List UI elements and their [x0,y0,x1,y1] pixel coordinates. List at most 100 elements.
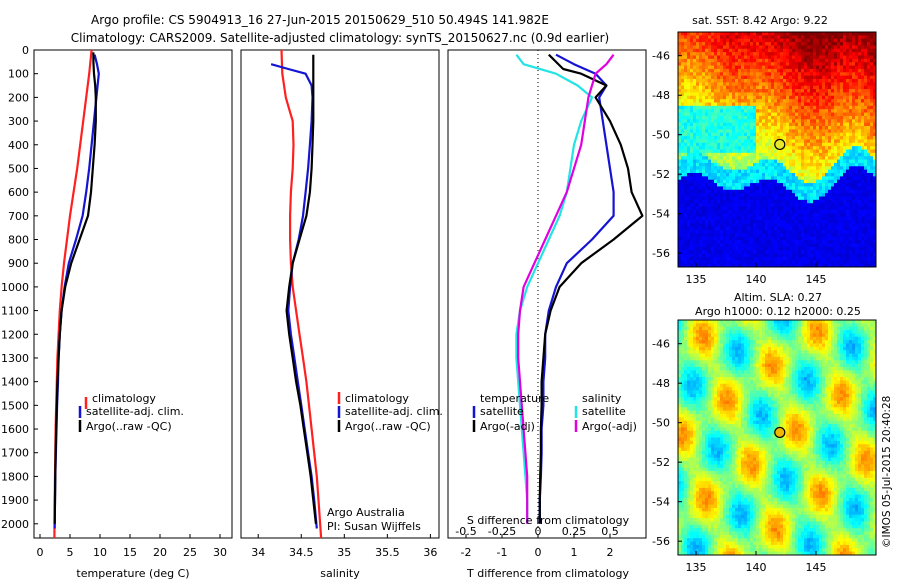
heatmap-cell [837,55,841,60]
heatmap-cell [804,105,808,110]
heatmap-cell [849,112,853,117]
heatmap-cell [819,109,823,113]
heatmap-cell [753,206,757,211]
heatmap-cell [831,226,835,231]
heatmap-cell [720,173,724,177]
heatmap-cell [774,58,778,63]
heatmap-cell [858,169,862,174]
heatmap-cell [759,132,763,137]
heatmap-cell [798,196,802,201]
difference-x-axis: -2 -1 0 1 2 [461,534,614,559]
heatmap-cell [708,149,712,154]
heatmap-cell [717,189,721,194]
heatmap-cell [810,236,814,241]
heatmap-cell [855,193,859,197]
heatmap-cell [681,42,685,46]
heatmap-cell [723,72,727,77]
heatmap-cell [678,129,682,134]
heatmap-cell [765,115,769,120]
heatmap-cell [753,105,757,110]
heatmap-cell [681,142,685,147]
heatmap-cell [720,326,724,331]
heatmap-cell [768,32,772,36]
heatmap-cell [870,48,874,53]
heatmap-cell [837,115,841,120]
heatmap-cell [831,45,835,50]
heatmap-cell [873,199,876,204]
heatmap-cell [837,196,841,201]
heatmap-cell [759,89,763,93]
heatmap-cell [825,203,829,207]
heatmap-cell [819,42,823,46]
heatmap-cell [807,72,811,77]
heatmap-cell [867,109,871,113]
heatmap-cell [780,82,784,87]
heatmap-cell [801,75,805,80]
heatmap-cell [684,260,688,265]
heatmap-cell [873,213,876,218]
depth-tick-label: 600 [8,186,29,199]
heatmap-cell [711,55,715,60]
heatmap-cell [747,38,751,43]
heatmap-cell [858,206,862,211]
heatmap-cell [762,323,766,328]
heatmap-cell [690,186,694,191]
heatmap-cell [759,162,763,167]
heatmap-cell [786,65,790,70]
heatmap-cell [687,136,691,140]
heatmap-cell [771,209,775,214]
heatmap-cell [708,189,712,194]
heatmap-cell [699,216,703,221]
heatmap-cell [726,203,730,207]
heatmap-cell [702,263,706,267]
heatmap-cell [858,75,862,80]
heatmap-cell [813,196,817,201]
heatmap-cell [756,89,760,93]
heatmap-cell [738,199,742,204]
heatmap-cell [711,226,715,231]
heatmap-cell [726,173,730,177]
heatmap-cell [699,209,703,214]
heatmap-cell [843,233,847,238]
heatmap-cell [822,233,826,238]
heatmap-cell [678,193,682,197]
heatmap-cell [870,173,874,177]
heatmap-cell [813,183,817,187]
heatmap-cell [744,92,748,97]
heatmap-cell [699,142,703,147]
heatmap-cell [873,169,876,174]
heatmap-cell [807,263,811,267]
heatmap-cell [750,62,754,66]
heatmap-cell [804,199,808,204]
heatmap-cell [678,233,682,238]
heatmap-cell [690,169,694,174]
heatmap-cell [762,92,766,97]
heatmap-cell [723,65,727,70]
heatmap-cell [744,320,748,324]
heatmap-cell [867,186,871,191]
heatmap-cell [759,246,763,251]
heatmap-cell [750,75,754,80]
heatmap-cell [816,136,820,140]
map-y-tick-label: -46 [652,50,670,63]
heatmap-cell [735,109,739,113]
heatmap-cell [828,209,832,214]
heatmap-cell [717,85,721,90]
heatmap-cell [801,42,805,46]
heatmap-cell [684,42,688,46]
heatmap-cell [834,146,838,150]
heatmap-cell [834,65,838,70]
heatmap-cell [819,115,823,120]
heatmap-cell [729,186,733,191]
heatmap-cell [774,112,778,117]
heatmap-cell [780,119,784,124]
heatmap-cell [723,156,727,160]
heatmap-cell [789,173,793,177]
heatmap-cell [807,32,811,36]
heatmap-cell [798,253,802,258]
depth-tick-label: 900 [8,257,29,270]
heatmap-cell [687,179,691,184]
heatmap-cell [807,139,811,144]
heatmap-cell [858,48,862,53]
